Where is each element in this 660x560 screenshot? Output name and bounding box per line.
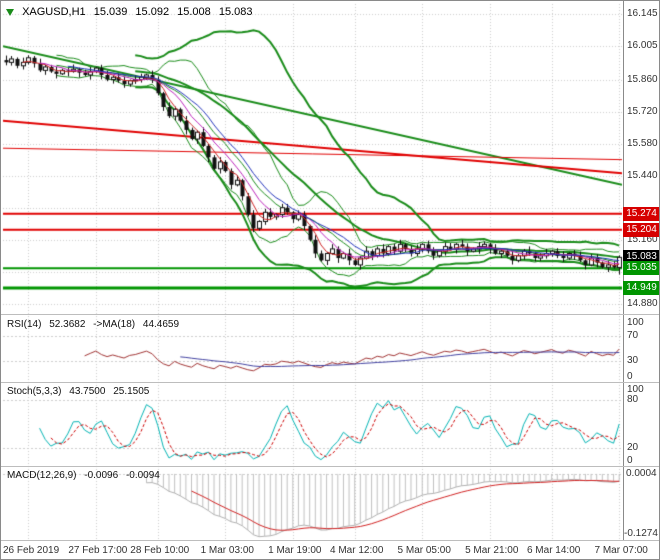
price-badge: 15.204 (623, 222, 659, 237)
low-value: 15.008 (177, 6, 211, 18)
time-tick-label: 4 Mar 12:00 (330, 545, 384, 556)
stoch-value: 43.7500 (69, 386, 106, 397)
rsi-name: RSI(14) (7, 319, 42, 330)
stoch-level-label: 0 (627, 455, 633, 466)
time-tick-label: 1 Mar 03:00 (200, 545, 254, 556)
rsi-level-label: 100 (627, 317, 644, 328)
price-badge: 15.083 (623, 250, 659, 265)
stoch-level-label: 20 (627, 442, 639, 453)
time-tick-label: 5 Mar 05:00 (397, 545, 451, 556)
pane-separator[interactable] (1, 382, 659, 383)
price-tick-label: 15.160 (627, 233, 658, 245)
symbol-marker-icon (6, 8, 14, 16)
price-tick-label: 15.440 (627, 169, 658, 181)
rsi-level-label: 0 (627, 371, 633, 382)
time-tick-label: 6 Mar 14:00 (526, 545, 581, 556)
open-value: 15.039 (93, 6, 128, 18)
time-tick-label: 1 Mar 19:00 (268, 545, 322, 556)
time-tick-label: 26 Feb 2019 (3, 545, 60, 556)
pane-separator[interactable] (1, 314, 659, 315)
price-tick-label: 15.720 (627, 105, 658, 117)
high-value: 15.092 (135, 6, 170, 18)
pane-separator[interactable] (1, 466, 659, 467)
rsi-level-label: 30 (627, 355, 639, 367)
stoch-level-label: 100 (627, 384, 644, 395)
macd-level-label: -0.1274 (624, 528, 658, 539)
price-tick-label: 15.580 (627, 137, 658, 149)
price-badge: 15.035 (623, 261, 659, 276)
stoch-level-label: 80 (627, 394, 639, 405)
macd-name: MACD(12,26,9) (7, 470, 77, 481)
time-tick-label: 28 Feb 10:00 (130, 545, 190, 556)
pane-separator[interactable] (1, 540, 659, 541)
symbol-timeframe: XAGUSD,H1 (22, 6, 86, 18)
stoch-signal-value: 25.1505 (113, 386, 150, 397)
rsi-ma-value: 44.4659 (142, 319, 180, 330)
close-value: 15.083 (218, 6, 253, 18)
ohlc-header: XAGUSD,H1 15.039 15.092 15.008 15.083 (6, 6, 258, 18)
time-tick-label: 27 Feb 17:00 (68, 545, 128, 556)
stoch-name: Stoch(5,3,3) (7, 386, 62, 397)
price-tick-label: 16.005 (627, 40, 658, 52)
macd-value: -0.0096 (84, 470, 119, 481)
time-tick-label: 5 Mar 21:00 (465, 545, 519, 556)
rsi-ma-name: ->MA(18) (93, 319, 136, 330)
price-badge: 15.274 (623, 206, 659, 221)
rsi-level-label: 70 (627, 329, 639, 341)
macd-pane-label: MACD(12,26,9) -0.0096 -0.0094 (7, 470, 165, 481)
time-tick-label: 7 Mar 07:00 (594, 545, 648, 556)
stoch-pane-label: Stoch(5,3,3) 43.7500 25.1505 (7, 386, 154, 397)
price-tick-label: 15.860 (627, 73, 658, 85)
rsi-pane-label: RSI(14) 52.3682 ->MA(18) 44.4659 (7, 319, 184, 330)
price-tick-label: 16.145 (627, 8, 658, 20)
macd-signal-value: -0.0094 (125, 470, 160, 481)
price-tick-label: 14.880 (627, 297, 658, 309)
rsi-value: 52.3682 (49, 319, 86, 330)
price-badge: 14.949 (623, 281, 659, 296)
macd-level-label: 0.0004 (626, 468, 657, 479)
